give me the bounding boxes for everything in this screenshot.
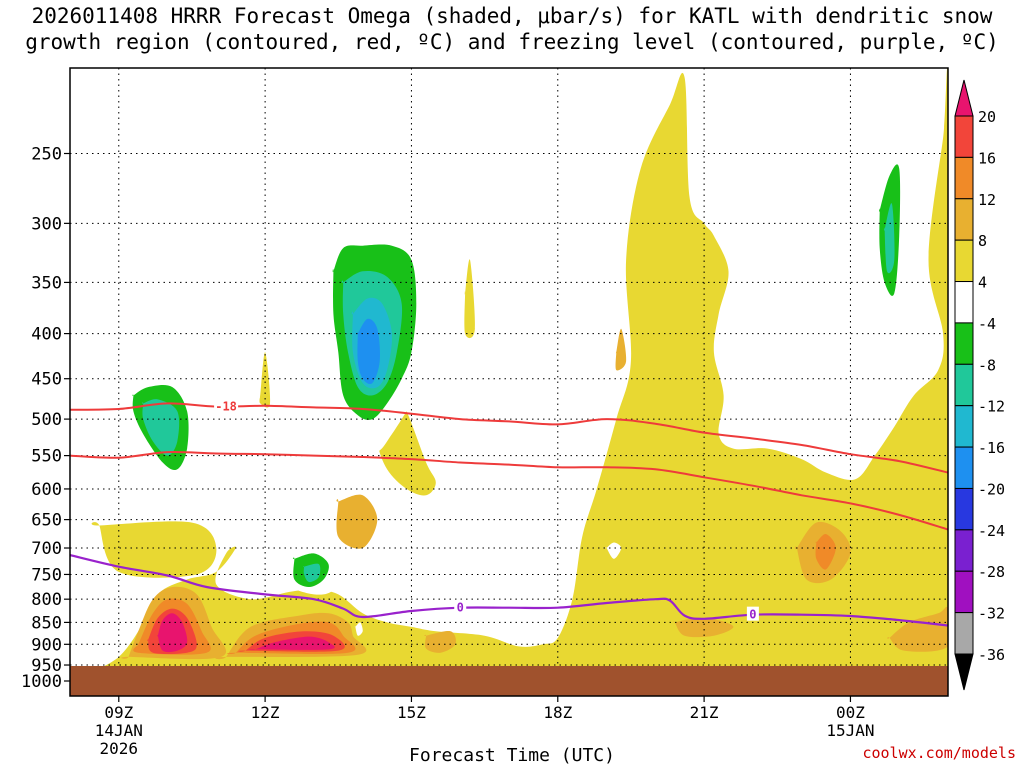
x-tick-year: 2026 bbox=[100, 739, 139, 758]
plot-frame bbox=[69, 67, 949, 697]
omega-shading bbox=[70, 68, 948, 696]
x-tick-label: 18Z bbox=[543, 703, 572, 722]
omega-region-8 bbox=[887, 606, 948, 652]
freezing-level-label: 0 bbox=[457, 601, 464, 615]
x-tick-label: 15Z bbox=[397, 703, 426, 722]
y-tick-label: 600 bbox=[31, 480, 62, 500]
omega-region--20 bbox=[357, 318, 380, 385]
omega-region-4 bbox=[259, 352, 271, 408]
dgz-contour-line bbox=[70, 450, 948, 531]
colorbar-label: 4 bbox=[978, 274, 987, 292]
y-tick-label: 400 bbox=[31, 325, 62, 345]
colorbar-segment bbox=[954, 322, 974, 365]
freezing-label-bg bbox=[454, 599, 467, 614]
omega-region-20 bbox=[249, 636, 335, 650]
colorbar-label: 8 bbox=[978, 232, 987, 250]
y-tick-label: 750 bbox=[31, 565, 62, 585]
x-tick-label: 00Z bbox=[836, 703, 865, 722]
colorbar-segment bbox=[954, 115, 974, 158]
y-tick-label: 500 bbox=[31, 410, 62, 430]
omega-region--12 bbox=[142, 399, 180, 456]
y-tick-label: 350 bbox=[31, 273, 62, 293]
omega-region--12 bbox=[883, 203, 895, 274]
watermark: coolwx.com/models bbox=[862, 744, 1016, 762]
omega-region--4 bbox=[93, 570, 119, 605]
contours: -18 0 0 bbox=[70, 398, 948, 627]
y-tick-label: 300 bbox=[31, 214, 62, 234]
colorbar: 20 16 12 8 4 -4 -8 -12 -16 -20 -24 -28 -32 -36 bbox=[954, 79, 1005, 691]
freezing-level-line bbox=[70, 554, 948, 627]
colorbar-segment bbox=[954, 156, 974, 200]
omega-region--4 bbox=[449, 366, 481, 420]
freezing-label-bg bbox=[746, 606, 759, 621]
colorbar-label: -16 bbox=[978, 439, 1005, 457]
colorbar-label: -28 bbox=[978, 563, 1005, 581]
omega-region--12 bbox=[303, 563, 321, 583]
y-axis: 2503003504004505005506006507007508008509… bbox=[21, 144, 70, 692]
omega-region--4 bbox=[488, 153, 529, 397]
colorbar-label: -36 bbox=[978, 646, 1005, 664]
colorbar-label: -4 bbox=[978, 315, 996, 333]
y-tick-label: 550 bbox=[31, 447, 62, 467]
colorbar-label: -24 bbox=[978, 522, 1005, 540]
x-tick-label: 09Z bbox=[104, 703, 133, 722]
colorbar-bottom-arrow bbox=[954, 653, 974, 691]
omega-region--4 bbox=[354, 622, 363, 636]
colorbar-segment bbox=[954, 363, 974, 407]
colorbar-label: 16 bbox=[978, 149, 996, 167]
omega-region-4 bbox=[464, 259, 476, 339]
colorbar-segment bbox=[954, 405, 974, 448]
omega-region--4 bbox=[410, 523, 500, 616]
y-tick-label: 250 bbox=[31, 144, 62, 164]
dgz-contour-label: -18 bbox=[215, 400, 237, 414]
y-tick-label: 800 bbox=[31, 590, 62, 610]
gridlines bbox=[70, 68, 948, 666]
colorbar-top-arrow bbox=[954, 79, 974, 117]
omega-region-20 bbox=[157, 613, 188, 653]
colorbar-segment bbox=[954, 487, 974, 531]
omega-region-4 bbox=[70, 68, 948, 696]
colorbar-segment bbox=[954, 612, 974, 655]
colorbar-label: -8 bbox=[978, 356, 996, 374]
omega-region--4 bbox=[200, 153, 217, 257]
omega-region-4 bbox=[91, 521, 217, 578]
omega-region-8 bbox=[424, 631, 456, 653]
colorbar-segment bbox=[954, 198, 974, 241]
colorbar-label: -12 bbox=[978, 398, 1005, 416]
colorbar-segment bbox=[954, 281, 974, 324]
y-tick-label: 1000 bbox=[21, 672, 62, 692]
y-tick-label: 900 bbox=[31, 635, 62, 655]
omega-region-12 bbox=[815, 534, 836, 570]
colorbar-label: 12 bbox=[978, 191, 996, 209]
colorbar-label: -32 bbox=[978, 605, 1005, 623]
y-tick-label: 950 bbox=[31, 656, 62, 676]
colorbar-segment bbox=[954, 529, 974, 572]
y-tick-label: 700 bbox=[31, 539, 62, 559]
x-tick-date: 15JAN bbox=[826, 721, 874, 740]
y-tick-label: 650 bbox=[31, 511, 62, 531]
chart-title-line1: 2026011408 HRRR Forecast Omega (shaded, … bbox=[31, 4, 993, 28]
omega-region--4 bbox=[605, 542, 622, 559]
omega-region-8 bbox=[615, 328, 627, 371]
x-tick-label: 21Z bbox=[690, 703, 719, 722]
colorbar-segment bbox=[954, 446, 974, 489]
colorbar-label: -20 bbox=[978, 480, 1005, 498]
omega-region-8 bbox=[673, 618, 734, 638]
colorbar-segment bbox=[954, 239, 974, 283]
colorbar-segment bbox=[954, 570, 974, 614]
y-tick-label: 850 bbox=[31, 613, 62, 633]
x-tick-date: 14JAN bbox=[95, 721, 143, 740]
dgz-label-bg bbox=[214, 398, 239, 413]
ground-layer bbox=[70, 666, 948, 696]
x-axis-label: Forecast Time (UTC) bbox=[409, 745, 615, 766]
y-tick-label: 450 bbox=[31, 370, 62, 390]
x-tick-label: 12Z bbox=[251, 703, 280, 722]
freezing-level-label: 0 bbox=[749, 608, 756, 622]
omega-region-8 bbox=[336, 494, 378, 549]
chart-title-line2: growth region (contoured, red, ºC) and f… bbox=[25, 30, 999, 54]
colorbar-label: 20 bbox=[978, 108, 996, 126]
